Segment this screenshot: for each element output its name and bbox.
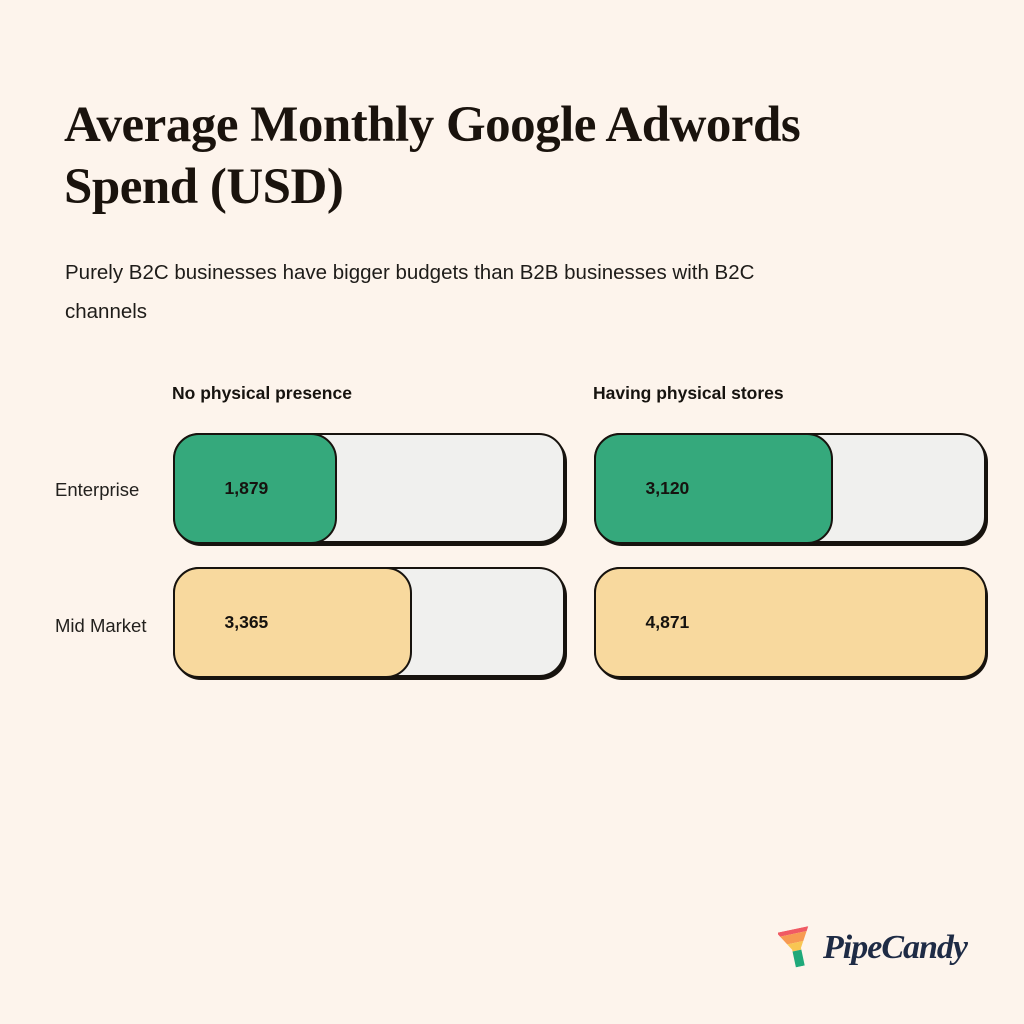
row-label-enterprise: Enterprise [55,479,140,500]
page-subtitle-line-1: Purely B2C businesses have bigger budget… [65,261,755,284]
bar-track: 3,365 [172,566,565,678]
bar-fill: 3,365 [172,566,413,678]
brand-logo-text: PipeCandy [823,929,968,966]
column-header-no-physical-presence: No physical presence [172,383,352,403]
bar-track: 4,871 [593,566,987,678]
page-title-line-1: Average Monthly Google Adwords [64,97,801,153]
bar-value: 4,871 [645,611,690,632]
bar-fill: 3,120 [593,432,834,544]
bar-fill: 1,879 [172,432,337,544]
bar-track: 1,879 [172,432,565,544]
column-header-having-physical-stores: Having physical stores [593,383,784,403]
bar-fill: 4,871 [593,566,987,678]
row-label-mid-market: Mid Market [55,615,147,636]
bar-track: 3,120 [593,432,986,544]
page-subtitle: Purely B2C businesses have bigger budget… [65,253,754,331]
brand-logo: PipeCandy [778,924,968,972]
funnel-icon [778,924,815,972]
bar-value: 1,879 [224,477,269,498]
page-title: Average Monthly Google Adwords Spend (US… [64,94,801,218]
bar-value: 3,120 [645,477,690,498]
page-title-line-2: Spend (USD) [64,159,344,215]
page-subtitle-line-2: channels [65,300,148,323]
bar-value: 3,365 [224,611,269,632]
